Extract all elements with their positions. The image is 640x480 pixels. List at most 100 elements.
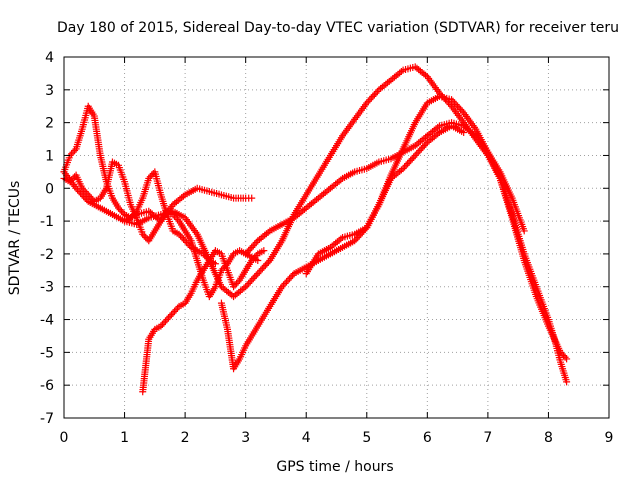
data-point bbox=[405, 158, 413, 166]
data-point bbox=[369, 92, 377, 100]
data-point bbox=[181, 237, 189, 245]
data-point bbox=[174, 304, 182, 312]
x-tick-label: 7 bbox=[483, 430, 492, 446]
data-point bbox=[352, 235, 360, 243]
data-point bbox=[434, 130, 442, 138]
y-tick-label: 2 bbox=[45, 116, 54, 132]
data-point bbox=[402, 161, 410, 169]
data-point bbox=[251, 240, 259, 248]
data-point bbox=[337, 235, 345, 243]
data-point bbox=[246, 245, 254, 253]
data-point bbox=[563, 355, 571, 363]
data-point bbox=[245, 247, 253, 255]
data-point bbox=[373, 87, 381, 95]
data-point bbox=[448, 96, 456, 104]
data-point bbox=[411, 151, 419, 159]
data-point bbox=[163, 316, 171, 324]
data-point bbox=[164, 314, 172, 322]
data-point bbox=[230, 283, 238, 291]
y-tick-label: 3 bbox=[45, 83, 54, 99]
data-point bbox=[72, 184, 80, 192]
data-point bbox=[520, 227, 528, 235]
data-point bbox=[264, 228, 272, 236]
data-point bbox=[246, 278, 254, 286]
plot-frame bbox=[63, 56, 610, 419]
data-point bbox=[454, 102, 462, 110]
series-arc-4 bbox=[139, 247, 268, 396]
data-point bbox=[78, 184, 86, 192]
data-point bbox=[408, 155, 416, 163]
series-arc-8 bbox=[302, 122, 468, 278]
data-point bbox=[452, 101, 460, 109]
data-point bbox=[158, 320, 166, 328]
data-point bbox=[157, 322, 165, 330]
series-arc-3 bbox=[60, 63, 571, 386]
data-point bbox=[366, 96, 374, 104]
data-point bbox=[84, 191, 92, 199]
data-point bbox=[231, 281, 239, 289]
data-point bbox=[257, 266, 265, 274]
data-point bbox=[78, 191, 86, 199]
data-point bbox=[422, 140, 430, 148]
axes bbox=[63, 56, 610, 419]
data-point bbox=[180, 235, 188, 243]
y-tick-label: -2 bbox=[40, 247, 54, 263]
x-tick-label: 9 bbox=[605, 430, 614, 446]
data-point bbox=[264, 258, 272, 266]
data-point bbox=[161, 317, 169, 325]
data-point bbox=[260, 247, 268, 255]
data-point bbox=[263, 260, 271, 268]
data-point bbox=[252, 252, 260, 260]
data-point bbox=[254, 256, 262, 264]
data-point bbox=[166, 312, 174, 320]
chart-title: Day 180 of 2015, Sidereal Day-to-day VTE… bbox=[57, 20, 619, 36]
data-point bbox=[254, 270, 262, 278]
data-point bbox=[87, 194, 95, 202]
data-point bbox=[337, 176, 345, 184]
y-tick-label: -7 bbox=[40, 411, 54, 427]
data-point bbox=[451, 99, 459, 107]
data-point bbox=[354, 234, 362, 241]
data-point bbox=[80, 186, 88, 194]
data-point bbox=[118, 207, 126, 215]
data-point bbox=[234, 278, 242, 286]
data-point bbox=[174, 215, 182, 223]
data-point bbox=[243, 281, 251, 289]
data-point bbox=[407, 156, 415, 164]
data-point bbox=[284, 276, 292, 284]
data-point bbox=[172, 306, 180, 314]
data-point bbox=[242, 283, 250, 291]
data-point bbox=[245, 279, 253, 287]
x-tick-label: 6 bbox=[423, 430, 432, 446]
data-point bbox=[81, 188, 89, 196]
data-point bbox=[139, 230, 147, 238]
data-point bbox=[280, 281, 288, 289]
data-point bbox=[178, 234, 186, 241]
data-point bbox=[243, 248, 251, 256]
data-point bbox=[367, 94, 375, 102]
x-tick-label: 4 bbox=[302, 430, 311, 446]
data-point bbox=[251, 273, 259, 281]
data-point bbox=[148, 171, 156, 179]
data-point bbox=[370, 91, 378, 99]
data-point bbox=[74, 186, 82, 194]
x-tick-label: 8 bbox=[544, 430, 553, 446]
data-point bbox=[145, 174, 153, 182]
data-point bbox=[289, 271, 297, 279]
y-tick-label: -3 bbox=[40, 280, 54, 296]
x-tick-label: 3 bbox=[241, 430, 250, 446]
data-point bbox=[81, 194, 89, 202]
data-point bbox=[449, 97, 457, 105]
data-point bbox=[372, 89, 380, 97]
data-point bbox=[283, 278, 291, 286]
data-point bbox=[445, 99, 453, 107]
x-tick-label: 1 bbox=[120, 430, 129, 446]
x-axis-label: GPS time / hours bbox=[276, 459, 393, 475]
data-point bbox=[116, 206, 124, 214]
data-point bbox=[416, 147, 424, 155]
y-tick-label: -4 bbox=[40, 313, 54, 329]
data-point bbox=[414, 148, 422, 156]
data-point bbox=[248, 276, 256, 284]
data-point bbox=[77, 189, 85, 197]
